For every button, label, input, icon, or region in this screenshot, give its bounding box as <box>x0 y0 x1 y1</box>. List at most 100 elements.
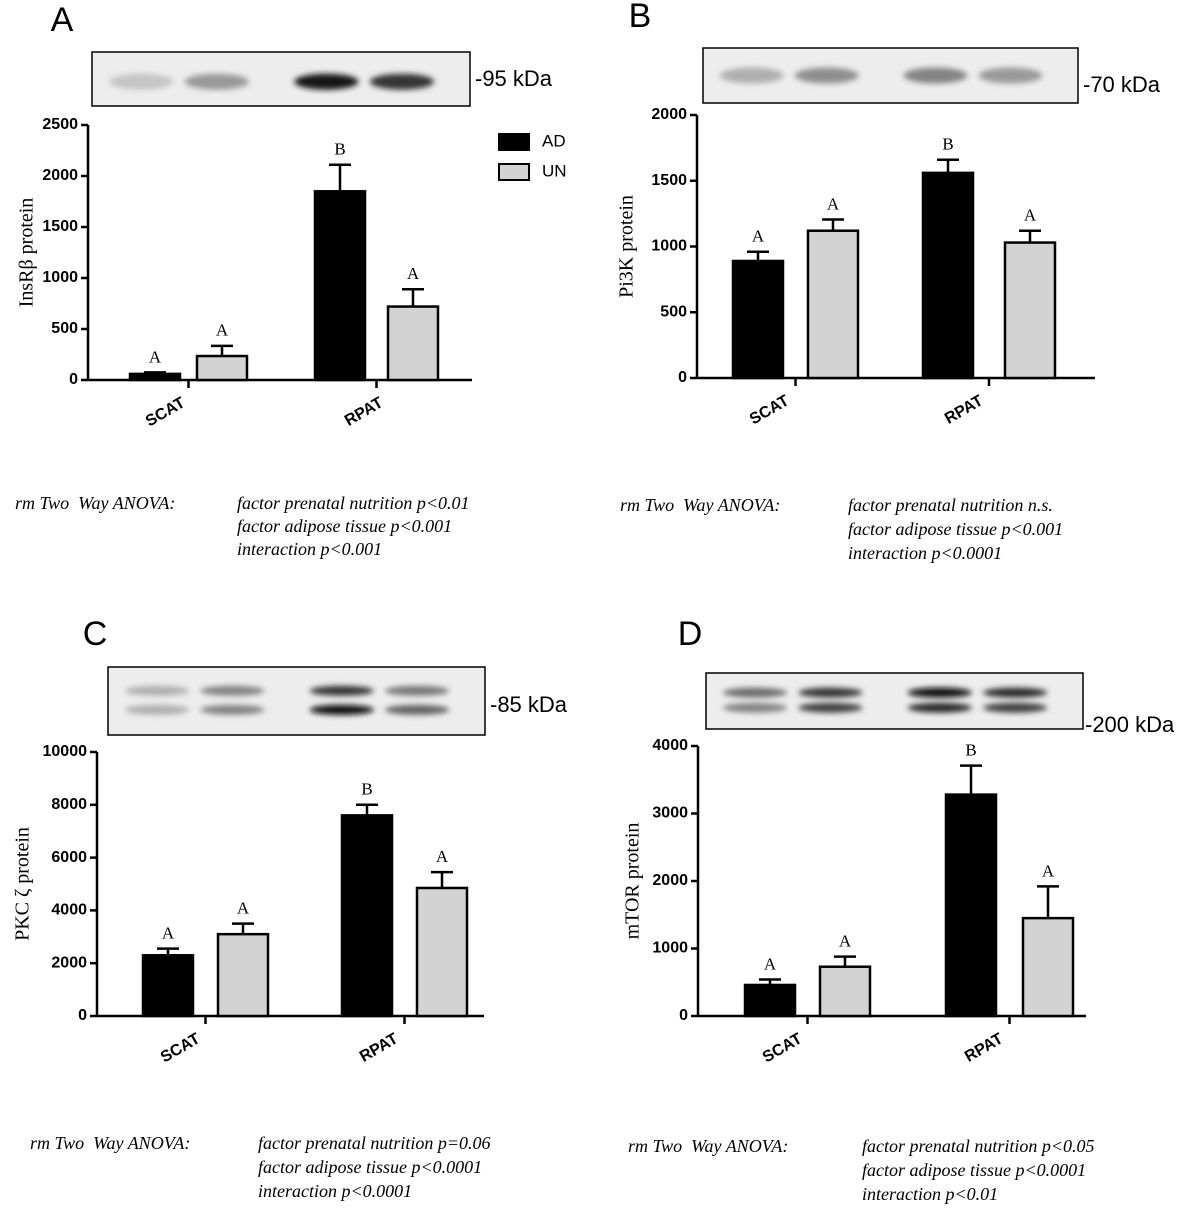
y-tick-label: 8000 <box>51 796 87 813</box>
blot-band <box>798 702 863 713</box>
error-bar <box>937 158 959 173</box>
bar <box>921 171 975 380</box>
legend-label: UN <box>542 161 567 180</box>
panel-letter: A <box>51 1 74 39</box>
panel-letter: C <box>83 615 108 653</box>
bar <box>743 983 797 1018</box>
bar <box>1021 916 1075 1018</box>
blot-band <box>907 702 972 713</box>
significance-letter: A <box>827 194 840 213</box>
significance-letter: A <box>752 227 765 246</box>
blot-band <box>309 704 374 715</box>
y-axis-label: Pi3K protein <box>616 195 638 298</box>
legend-swatch <box>498 133 530 151</box>
blot-band <box>200 685 265 696</box>
error-bar <box>822 218 844 231</box>
y-tick-label: 2000 <box>651 106 687 123</box>
x-tick-label: RPAT <box>357 1030 401 1065</box>
y-tick-label: 1500 <box>651 172 687 189</box>
significance-letter: A <box>216 321 229 340</box>
bar <box>340 814 394 1018</box>
error-bar <box>211 344 233 357</box>
significance-letter: B <box>942 135 953 154</box>
error-bar <box>1037 885 1059 919</box>
y-axis-label: PKC ζ protein <box>12 827 34 941</box>
x-tick-label: RPAT <box>342 394 386 429</box>
error-bar <box>1019 229 1041 243</box>
legend-label: AD <box>542 131 566 150</box>
y-tick-label: 2500 <box>42 116 78 133</box>
blot-band <box>124 704 190 715</box>
anova-label: rm Two Way ANOVA: <box>15 493 175 513</box>
anova-line: factor prenatal nutrition p<0.05 <box>862 1136 1094 1156</box>
anova-label: rm Two Way ANOVA: <box>620 495 780 515</box>
significance-letter: A <box>407 264 420 283</box>
y-axis-label: mTOR protein <box>622 823 644 940</box>
bar <box>1003 241 1057 380</box>
bar <box>731 259 785 380</box>
error-bar <box>232 922 254 935</box>
significance-letter: A <box>1042 861 1055 880</box>
legend-swatch <box>498 163 530 181</box>
blot-band <box>794 67 859 84</box>
y-tick-label: 0 <box>78 1007 87 1024</box>
error-bar <box>759 978 781 985</box>
y-tick-label: 1000 <box>652 940 688 957</box>
blot-band <box>722 702 788 713</box>
anova-line: interaction p<0.0001 <box>848 543 1002 563</box>
anova-line: interaction p<0.01 <box>862 1184 998 1204</box>
significance-letter: A <box>162 924 175 943</box>
bar <box>128 372 182 382</box>
y-tick-label: 4000 <box>652 737 688 754</box>
y-tick-label: 0 <box>679 1007 688 1024</box>
blot-label: -85 kDa <box>490 692 568 717</box>
anova-line: factor adipose tissue p<0.0001 <box>258 1157 482 1177</box>
blot-label: -70 kDa <box>1083 72 1161 97</box>
blot-label: -95 kDa <box>475 66 553 91</box>
y-tick-label: 3000 <box>652 805 688 822</box>
error-bar <box>144 371 166 374</box>
blot-band <box>983 702 1048 713</box>
error-bar <box>157 947 179 956</box>
error-bar <box>329 163 351 192</box>
anova-line: factor adipose tissue p<0.001 <box>237 516 452 536</box>
anova-line: factor prenatal nutrition p=0.06 <box>258 1133 490 1153</box>
blot-band <box>798 687 863 698</box>
y-tick-label: 2000 <box>42 167 78 184</box>
significance-letter: B <box>334 140 345 159</box>
error-bar <box>431 870 453 888</box>
y-tick-label: 2000 <box>51 954 87 971</box>
blot-frame <box>107 666 486 736</box>
y-tick-label: 6000 <box>51 849 87 866</box>
bar <box>195 354 249 382</box>
significance-letter: A <box>149 347 162 366</box>
bar <box>386 305 440 382</box>
anova-line: factor prenatal nutrition p<0.01 <box>237 493 469 513</box>
error-bar <box>834 955 856 967</box>
x-tick-label: RPAT <box>962 1030 1006 1065</box>
panel-letter: D <box>678 615 703 653</box>
anova-label: rm Two Way ANOVA: <box>628 1136 788 1156</box>
significance-letter: A <box>436 847 449 866</box>
blot-band <box>983 687 1048 698</box>
y-tick-label: 1000 <box>651 238 687 255</box>
significance-letter: B <box>361 780 372 799</box>
x-tick-label: RPAT <box>942 392 986 427</box>
error-bar <box>402 287 424 307</box>
error-bar <box>747 250 769 261</box>
blot-band <box>200 704 265 715</box>
blot-band <box>294 73 359 90</box>
y-tick-label: 0 <box>69 371 78 388</box>
anova-line: interaction p<0.0001 <box>258 1181 412 1201</box>
x-tick-label: SCAT <box>158 1030 203 1066</box>
significance-letter: A <box>839 932 852 951</box>
significance-letter: A <box>237 899 250 918</box>
y-tick-label: 2000 <box>652 872 688 889</box>
blot-band <box>124 685 190 696</box>
bar <box>818 965 872 1018</box>
y-tick-label: 1000 <box>42 269 78 286</box>
blot-label: -200 kDa <box>1085 712 1175 737</box>
y-tick-label: 500 <box>660 303 687 320</box>
anova-label: rm Two Way ANOVA: <box>30 1133 190 1153</box>
